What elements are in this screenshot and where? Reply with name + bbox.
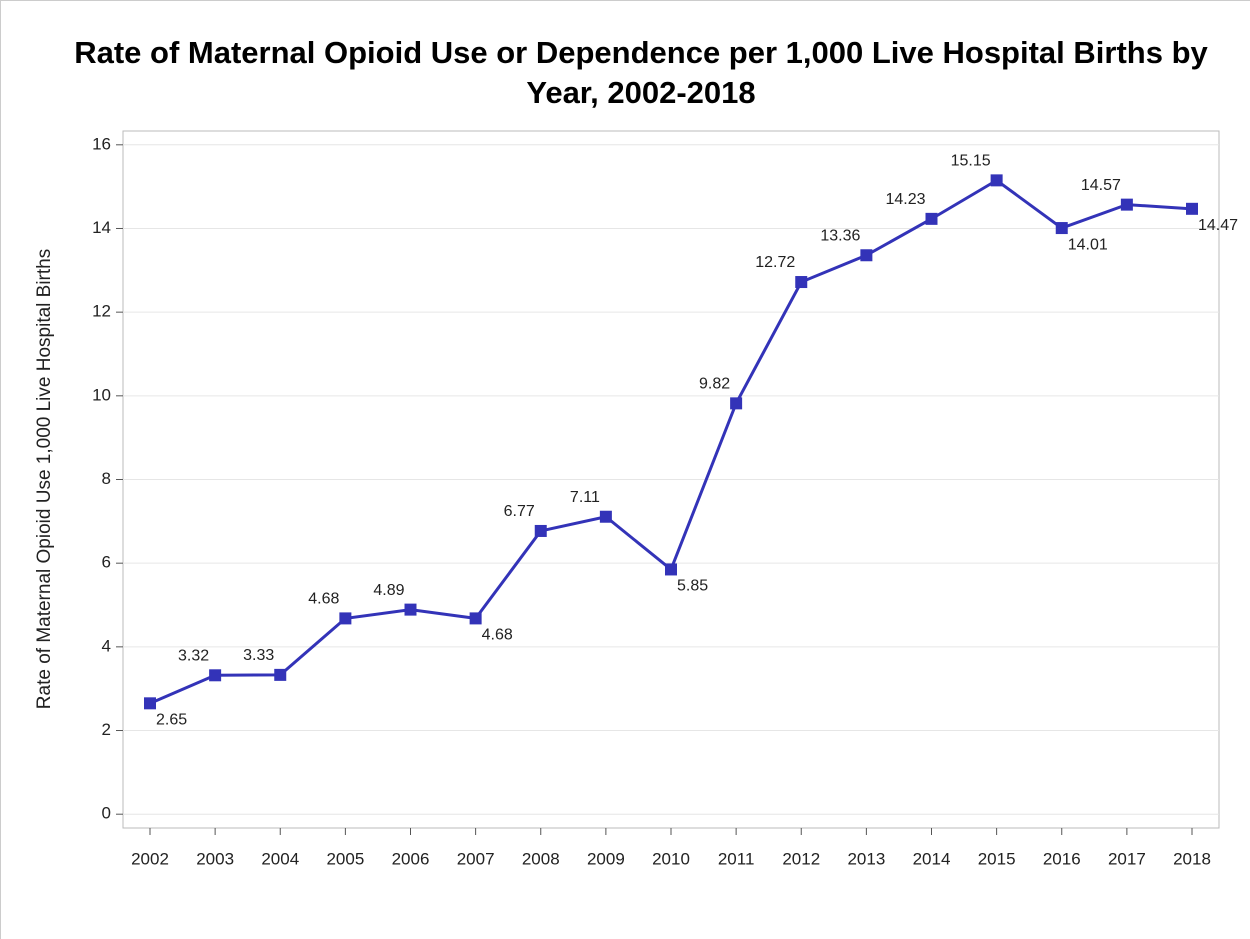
marker [730,397,743,410]
data-label: 9.82 [699,376,730,393]
data-label: 14.01 [1068,236,1108,253]
data-label: 4.89 [373,582,404,599]
data-label: 7.11 [570,489,600,506]
data-label: 3.32 [178,648,209,665]
marker [209,669,222,682]
y-tick-label: 0 [102,804,111,823]
data-label: 3.33 [243,647,274,664]
marker [1120,198,1133,211]
y-tick-label: 10 [92,385,111,404]
y-tick-label: 14 [92,218,111,237]
x-tick-label: 2005 [326,849,364,868]
x-tick-label: 2013 [847,849,885,868]
y-tick-label: 16 [92,134,111,153]
marker [1186,202,1198,215]
marker [144,697,156,710]
x-tick-label: 2002 [131,849,169,868]
y-tick-label: 2 [102,720,111,739]
x-tick-label: 2006 [392,849,430,868]
chart-title: Rate of Maternal Opioid Use or Dependenc… [74,35,1208,110]
x-tick-label: 2017 [1108,849,1146,868]
data-label: 4.68 [482,627,513,644]
x-tick-label: 2008 [522,849,560,868]
marker [1055,222,1068,235]
marker [469,612,482,625]
data-label: 14.23 [885,191,925,208]
y-axis-label: Rate of Maternal Opioid Use 1,000 Live H… [34,249,55,709]
x-tick-label: 2007 [457,849,495,868]
marker [665,563,677,576]
x-tick-label: 2011 [718,849,755,868]
marker [274,668,287,681]
y-tick-label: 12 [92,302,111,321]
data-label: 14.47 [1198,217,1238,234]
y-tick-label: 6 [102,553,111,572]
data-label: 13.36 [820,227,860,244]
marker [339,612,352,625]
data-label: 12.72 [755,254,795,271]
data-label: 5.85 [677,578,708,595]
x-tick-label: 2009 [587,849,625,868]
x-tick-label: 2018 [1173,849,1211,868]
x-tick-label: 2015 [978,849,1016,868]
x-tick-label: 2016 [1043,849,1081,868]
marker [534,524,547,537]
line [149,178,1193,705]
y-tick-label: 4 [102,636,111,655]
x-tick-label: 2004 [261,849,299,868]
marker [990,174,1003,187]
data-label: 15.15 [951,153,991,170]
x-tick-label: 2014 [913,849,951,868]
marker [599,510,612,523]
data-label: 2.65 [156,712,187,729]
x-tick-label: 2010 [652,849,690,868]
data-label: 14.57 [1081,177,1121,194]
x-tick-label: 2003 [196,849,234,868]
marker [404,603,417,616]
marker [795,276,808,289]
marker [860,249,873,262]
x-tick-label: 2012 [782,849,820,868]
data-label: 6.77 [504,503,535,520]
marker [925,212,938,225]
data-label: 4.68 [308,591,339,608]
y-tick-label: 8 [102,469,111,488]
